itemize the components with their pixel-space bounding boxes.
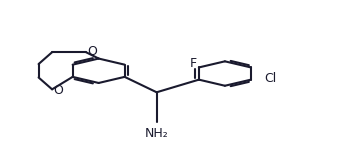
Text: O: O xyxy=(53,84,63,97)
Text: F: F xyxy=(190,57,197,70)
Text: O: O xyxy=(87,45,97,58)
Text: Cl: Cl xyxy=(264,72,276,85)
Text: NH₂: NH₂ xyxy=(145,127,169,140)
